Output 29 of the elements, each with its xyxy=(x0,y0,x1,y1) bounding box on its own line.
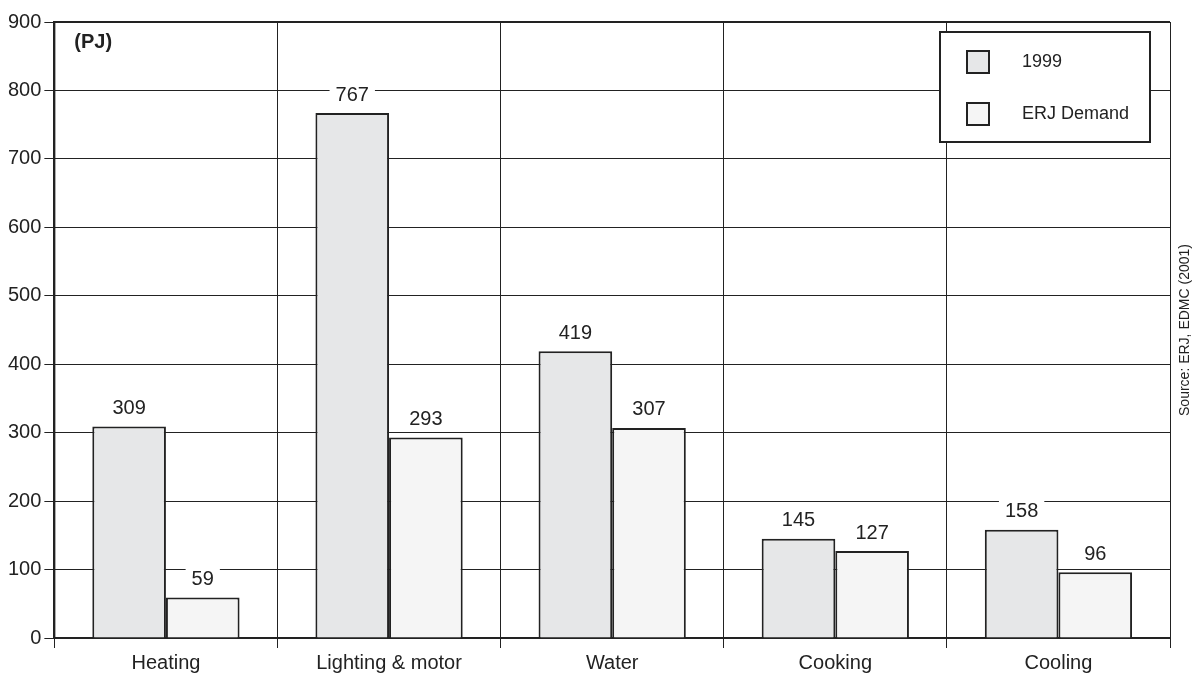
y-tick-label: 800 xyxy=(7,77,42,100)
x-tick-label: Lighting & motor xyxy=(316,650,463,673)
data-label: 96 xyxy=(1084,541,1107,564)
y-tick-label: 500 xyxy=(7,283,42,306)
data-label: 158 xyxy=(1004,499,1039,522)
source-note: Source: ERJ, EDMC (2001) xyxy=(1175,244,1192,416)
legend-label: 1999 xyxy=(1022,50,1063,71)
data-label: 145 xyxy=(781,508,816,531)
data-label: 127 xyxy=(855,520,889,543)
y-axis-title: (PJ) xyxy=(74,29,113,52)
x-tick-label: Cooking xyxy=(798,650,873,673)
data-label: 307 xyxy=(632,397,666,420)
legend-label: ERJ Demand xyxy=(1022,102,1130,123)
y-tick-label: 0 xyxy=(30,625,42,648)
data-label: 59 xyxy=(191,567,214,590)
y-tick-label: 300 xyxy=(7,420,42,443)
x-tick-label: Heating xyxy=(131,650,201,673)
x-tick-label: Cooling xyxy=(1024,650,1093,673)
data-label: 767 xyxy=(335,82,369,105)
data-label: 293 xyxy=(409,406,443,429)
y-tick-label: 700 xyxy=(7,146,42,169)
y-tick-label: 200 xyxy=(7,488,42,511)
y-tick-label: 100 xyxy=(7,557,42,580)
data-label: 419 xyxy=(558,320,593,343)
y-tick-label: 900 xyxy=(7,9,42,32)
data-label: 309 xyxy=(112,396,146,419)
y-tick-label: 400 xyxy=(7,351,42,374)
y-tick-label: 600 xyxy=(7,214,42,237)
x-tick-label: Water xyxy=(585,650,639,673)
